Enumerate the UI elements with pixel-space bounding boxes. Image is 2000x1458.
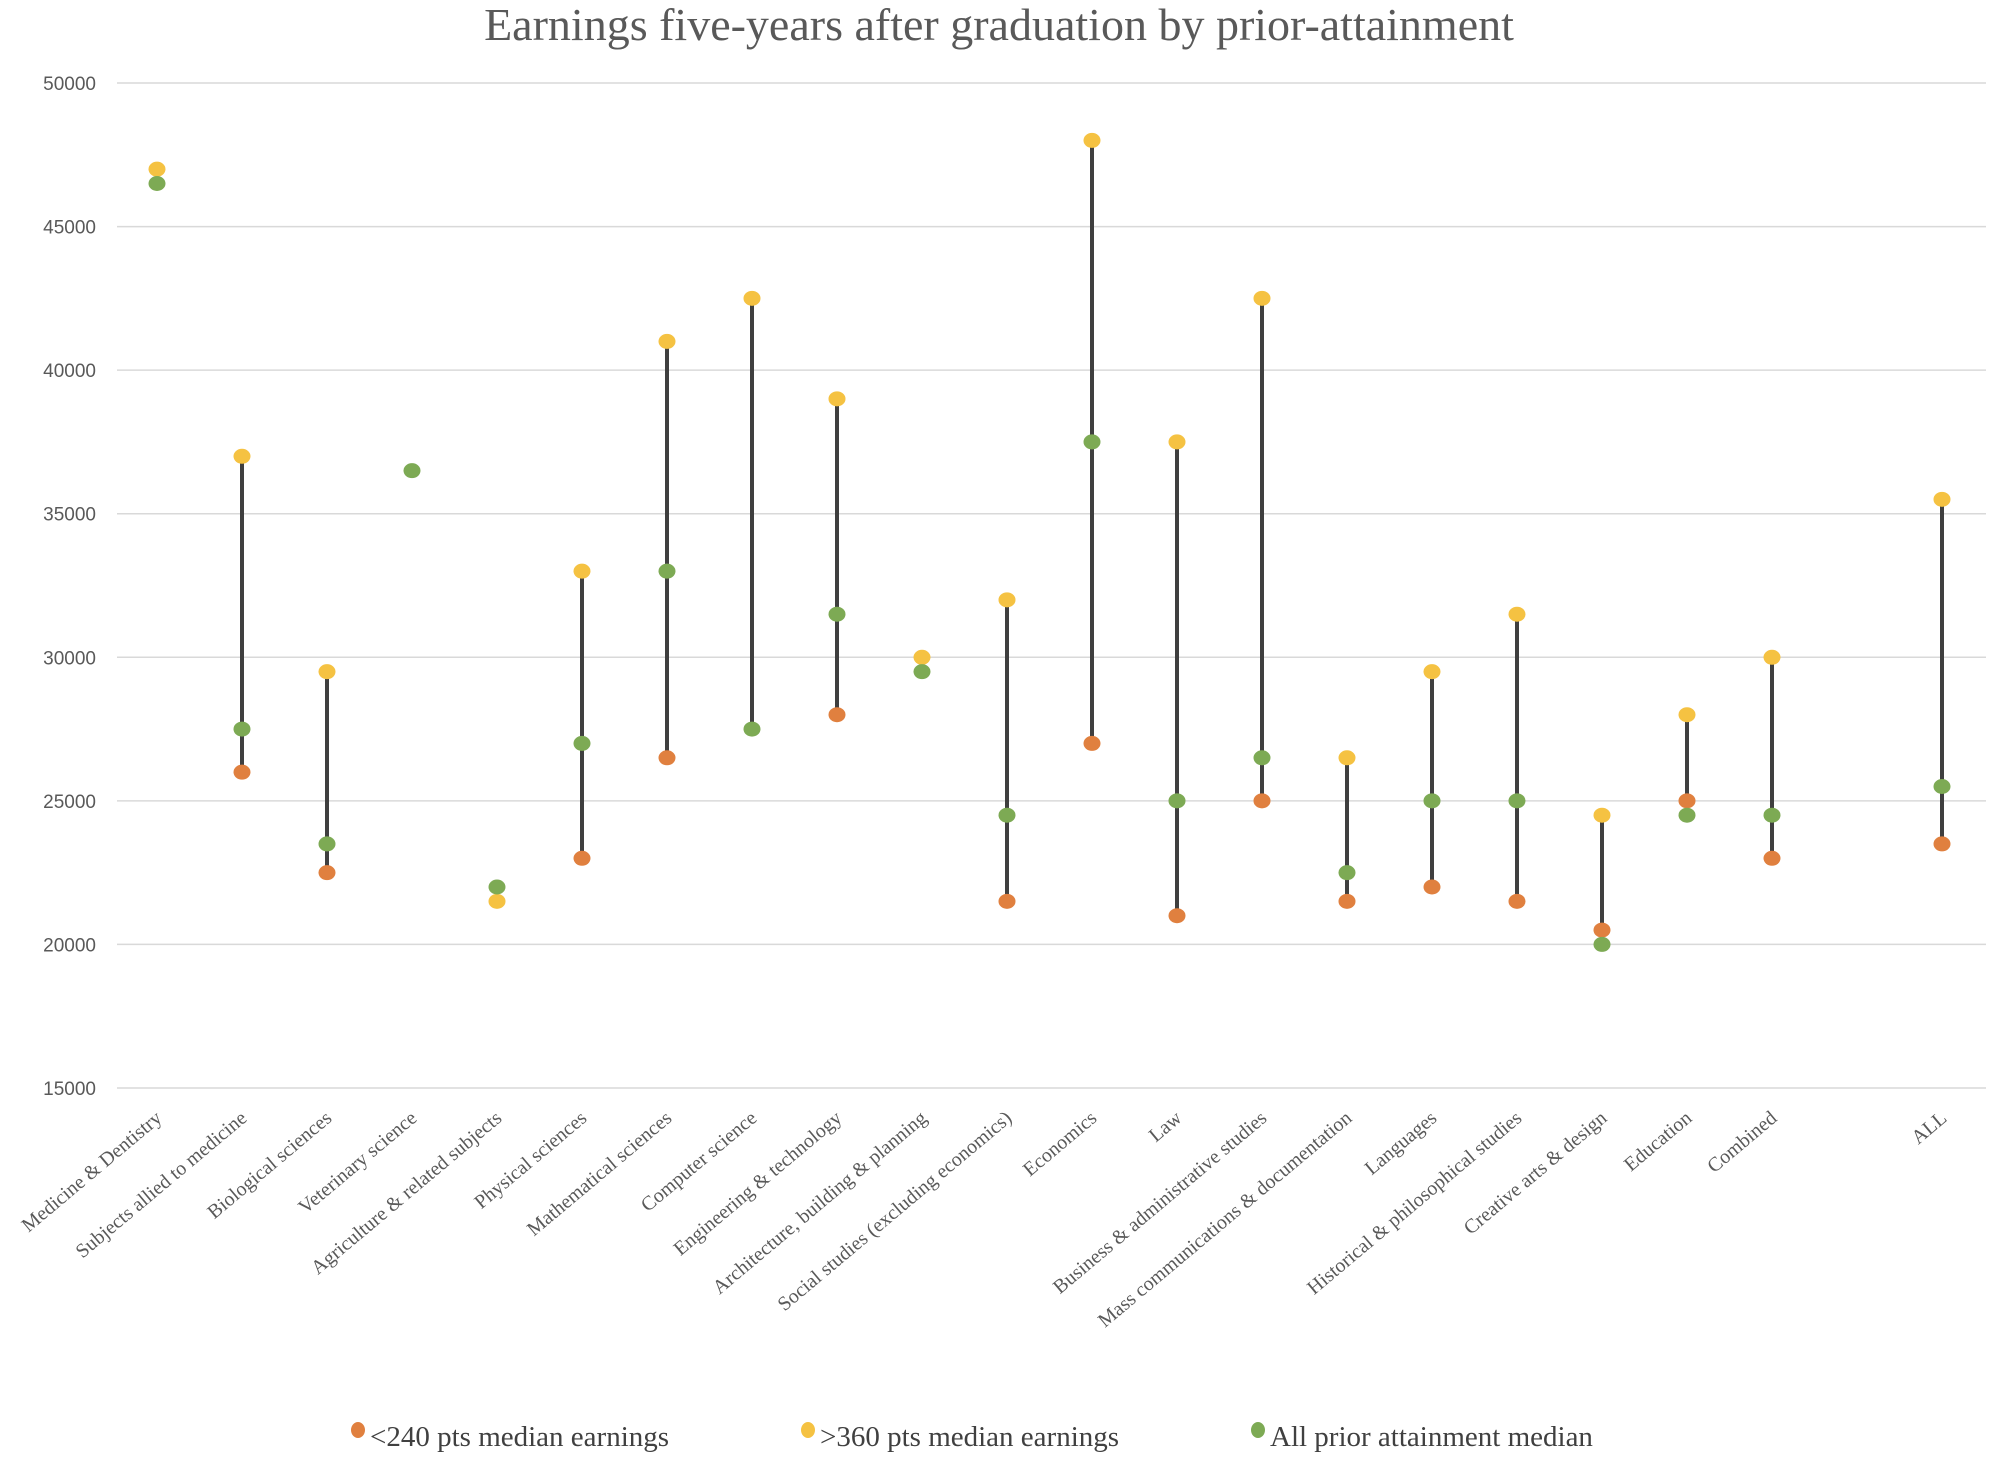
high-point: [1423, 664, 1441, 680]
low-point: [1168, 908, 1186, 924]
x-tick-label: Languages: [1361, 1107, 1442, 1180]
low-point: [1593, 922, 1611, 938]
all-point: [1933, 779, 1951, 794]
high-point: [488, 893, 506, 909]
all-point: [1508, 793, 1526, 809]
x-tick-label: Medicine & Dentistry: [18, 1107, 167, 1237]
all-point: [488, 879, 506, 895]
all-point: [1593, 936, 1611, 952]
low-point: [1678, 793, 1696, 809]
all-point: [148, 176, 166, 191]
all-point: [1678, 807, 1696, 823]
high-point: [1678, 707, 1696, 723]
y-tick-label: 45000: [43, 218, 96, 239]
low-point: [318, 865, 336, 881]
high-point: [318, 664, 336, 680]
y-tick-label: 30000: [43, 648, 96, 669]
high-point: [998, 592, 1016, 608]
low-point: [1338, 893, 1356, 909]
all-point: [913, 664, 931, 680]
high-point: [1508, 606, 1526, 622]
y-tick-label: 50000: [43, 74, 96, 95]
all-point: [318, 836, 336, 852]
x-tick-label: Engineering & technology: [670, 1107, 847, 1260]
y-tick-label: 20000: [43, 935, 96, 956]
x-tick-label: Law: [1145, 1107, 1187, 1147]
all-point: [573, 735, 591, 751]
low-point: [658, 750, 676, 766]
high-point: [1763, 649, 1781, 665]
low-point: [573, 850, 591, 866]
low-point: [1508, 893, 1526, 909]
y-tick-label: 35000: [43, 505, 96, 526]
x-tick-label: Creative arts & design: [1460, 1107, 1612, 1239]
low-point: [828, 707, 846, 723]
legend-label-all: All prior attainment median: [1270, 1421, 1593, 1453]
chart-title: Earnings five-years after graduation by …: [484, 0, 1514, 50]
high-point: [148, 161, 166, 177]
low-point: [1423, 879, 1441, 895]
legend-label-low: <240 pts median earnings: [370, 1421, 669, 1453]
high-point: [658, 333, 676, 349]
all-point: [1423, 793, 1441, 809]
y-tick-label: 25000: [43, 792, 96, 813]
high-point: [1168, 434, 1186, 450]
all-point: [998, 807, 1016, 823]
x-tick-label: Mathematical sciences: [523, 1107, 676, 1241]
legend-label-high: >360 pts median earnings: [820, 1421, 1119, 1453]
legend: <240 pts median earnings >360 pts median …: [351, 1421, 1593, 1453]
y-tick-label: 40000: [43, 361, 96, 382]
all-point: [1763, 807, 1781, 823]
low-point: [998, 893, 1016, 909]
x-tick-label: Education: [1620, 1107, 1696, 1176]
x-tick-label: Economics: [1019, 1107, 1101, 1181]
all-point: [1168, 793, 1186, 809]
low-point: [233, 764, 251, 780]
x-tick-label: Subjects allied to medicine: [72, 1107, 252, 1263]
high-point: [573, 563, 591, 579]
all-point: [1253, 750, 1271, 766]
low-point: [1253, 793, 1271, 809]
legend-marker-all: [1251, 1422, 1265, 1438]
x-tick-label: ALL: [1907, 1107, 1951, 1149]
legend-marker-low: [351, 1422, 365, 1438]
high-point: [828, 391, 846, 407]
all-point: [403, 463, 421, 479]
low-point: [1083, 735, 1101, 751]
high-point: [1083, 132, 1101, 148]
all-point: [233, 721, 251, 737]
all-point: [1083, 434, 1101, 450]
legend-marker-high: [801, 1422, 815, 1438]
y-tick-label: 15000: [43, 1079, 96, 1100]
low-point: [1763, 850, 1781, 866]
high-point: [1933, 491, 1951, 507]
high-point: [1253, 290, 1271, 306]
high-point: [913, 649, 931, 665]
all-point: [658, 563, 676, 579]
all-point: [743, 721, 761, 737]
low-point: [1933, 836, 1951, 852]
x-tick-label: Combined: [1703, 1107, 1781, 1177]
high-point: [743, 290, 761, 306]
high-point: [1338, 750, 1356, 766]
high-point: [233, 448, 251, 464]
high-point: [1593, 807, 1611, 823]
all-point: [828, 606, 846, 622]
all-point: [1338, 865, 1356, 881]
